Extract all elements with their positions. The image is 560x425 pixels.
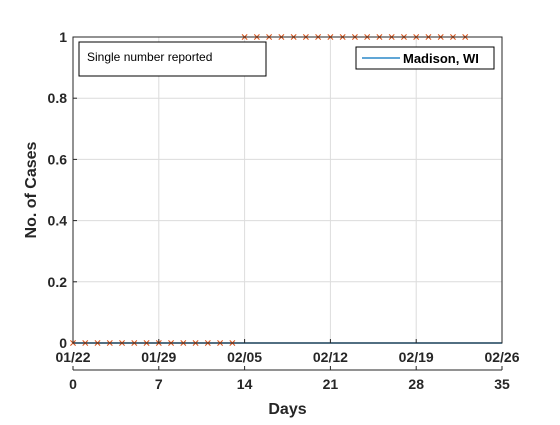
legend: Madison, WI: [355, 46, 495, 70]
plot-background: [73, 37, 502, 343]
x-axis: 0 7 14 21 28 35: [69, 366, 510, 392]
date-tick-label: 02/26: [484, 349, 519, 365]
date-tick-labels: 01/22 01/29 02/05 02/12 02/19 02/26: [55, 339, 520, 365]
y-tick-label: 0.4: [48, 213, 68, 229]
x-tick-label: 28: [408, 376, 424, 392]
x-tick-label: 7: [155, 376, 163, 392]
x-tick-label: 35: [494, 376, 510, 392]
date-tick-label: 01/22: [55, 349, 90, 365]
x-tick-label: 0: [69, 376, 77, 392]
x-tick-label: 21: [323, 376, 339, 392]
annotation-text: Single number reported: [87, 50, 212, 64]
date-tick-label: 01/29: [141, 349, 176, 365]
x-tick-label: 14: [237, 376, 253, 392]
y-tick-label: 0.6: [48, 151, 68, 167]
y-tick-label: 0: [59, 335, 67, 351]
y-axis-title: No. of Cases: [23, 141, 40, 238]
plot-frame: [72, 36, 503, 344]
date-tick-label: 02/12: [313, 349, 348, 365]
annotation-frame: [78, 41, 267, 77]
y-axis: 0 0.2 0.4 0.6 0.8 1: [48, 29, 77, 351]
annotation-box: Single number reported: [78, 41, 267, 77]
legend-frame: [355, 46, 495, 70]
y-tick-label: 0.2: [48, 274, 68, 290]
y-tick-label: 1: [59, 29, 67, 45]
grid: [73, 37, 502, 343]
date-tick-label: 02/19: [399, 349, 434, 365]
y-tick-label: 0.8: [48, 90, 68, 106]
x-axis-title: Days: [268, 401, 306, 418]
legend-label-madison: Madison, WI: [403, 51, 479, 66]
date-tick-label: 02/05: [227, 349, 262, 365]
